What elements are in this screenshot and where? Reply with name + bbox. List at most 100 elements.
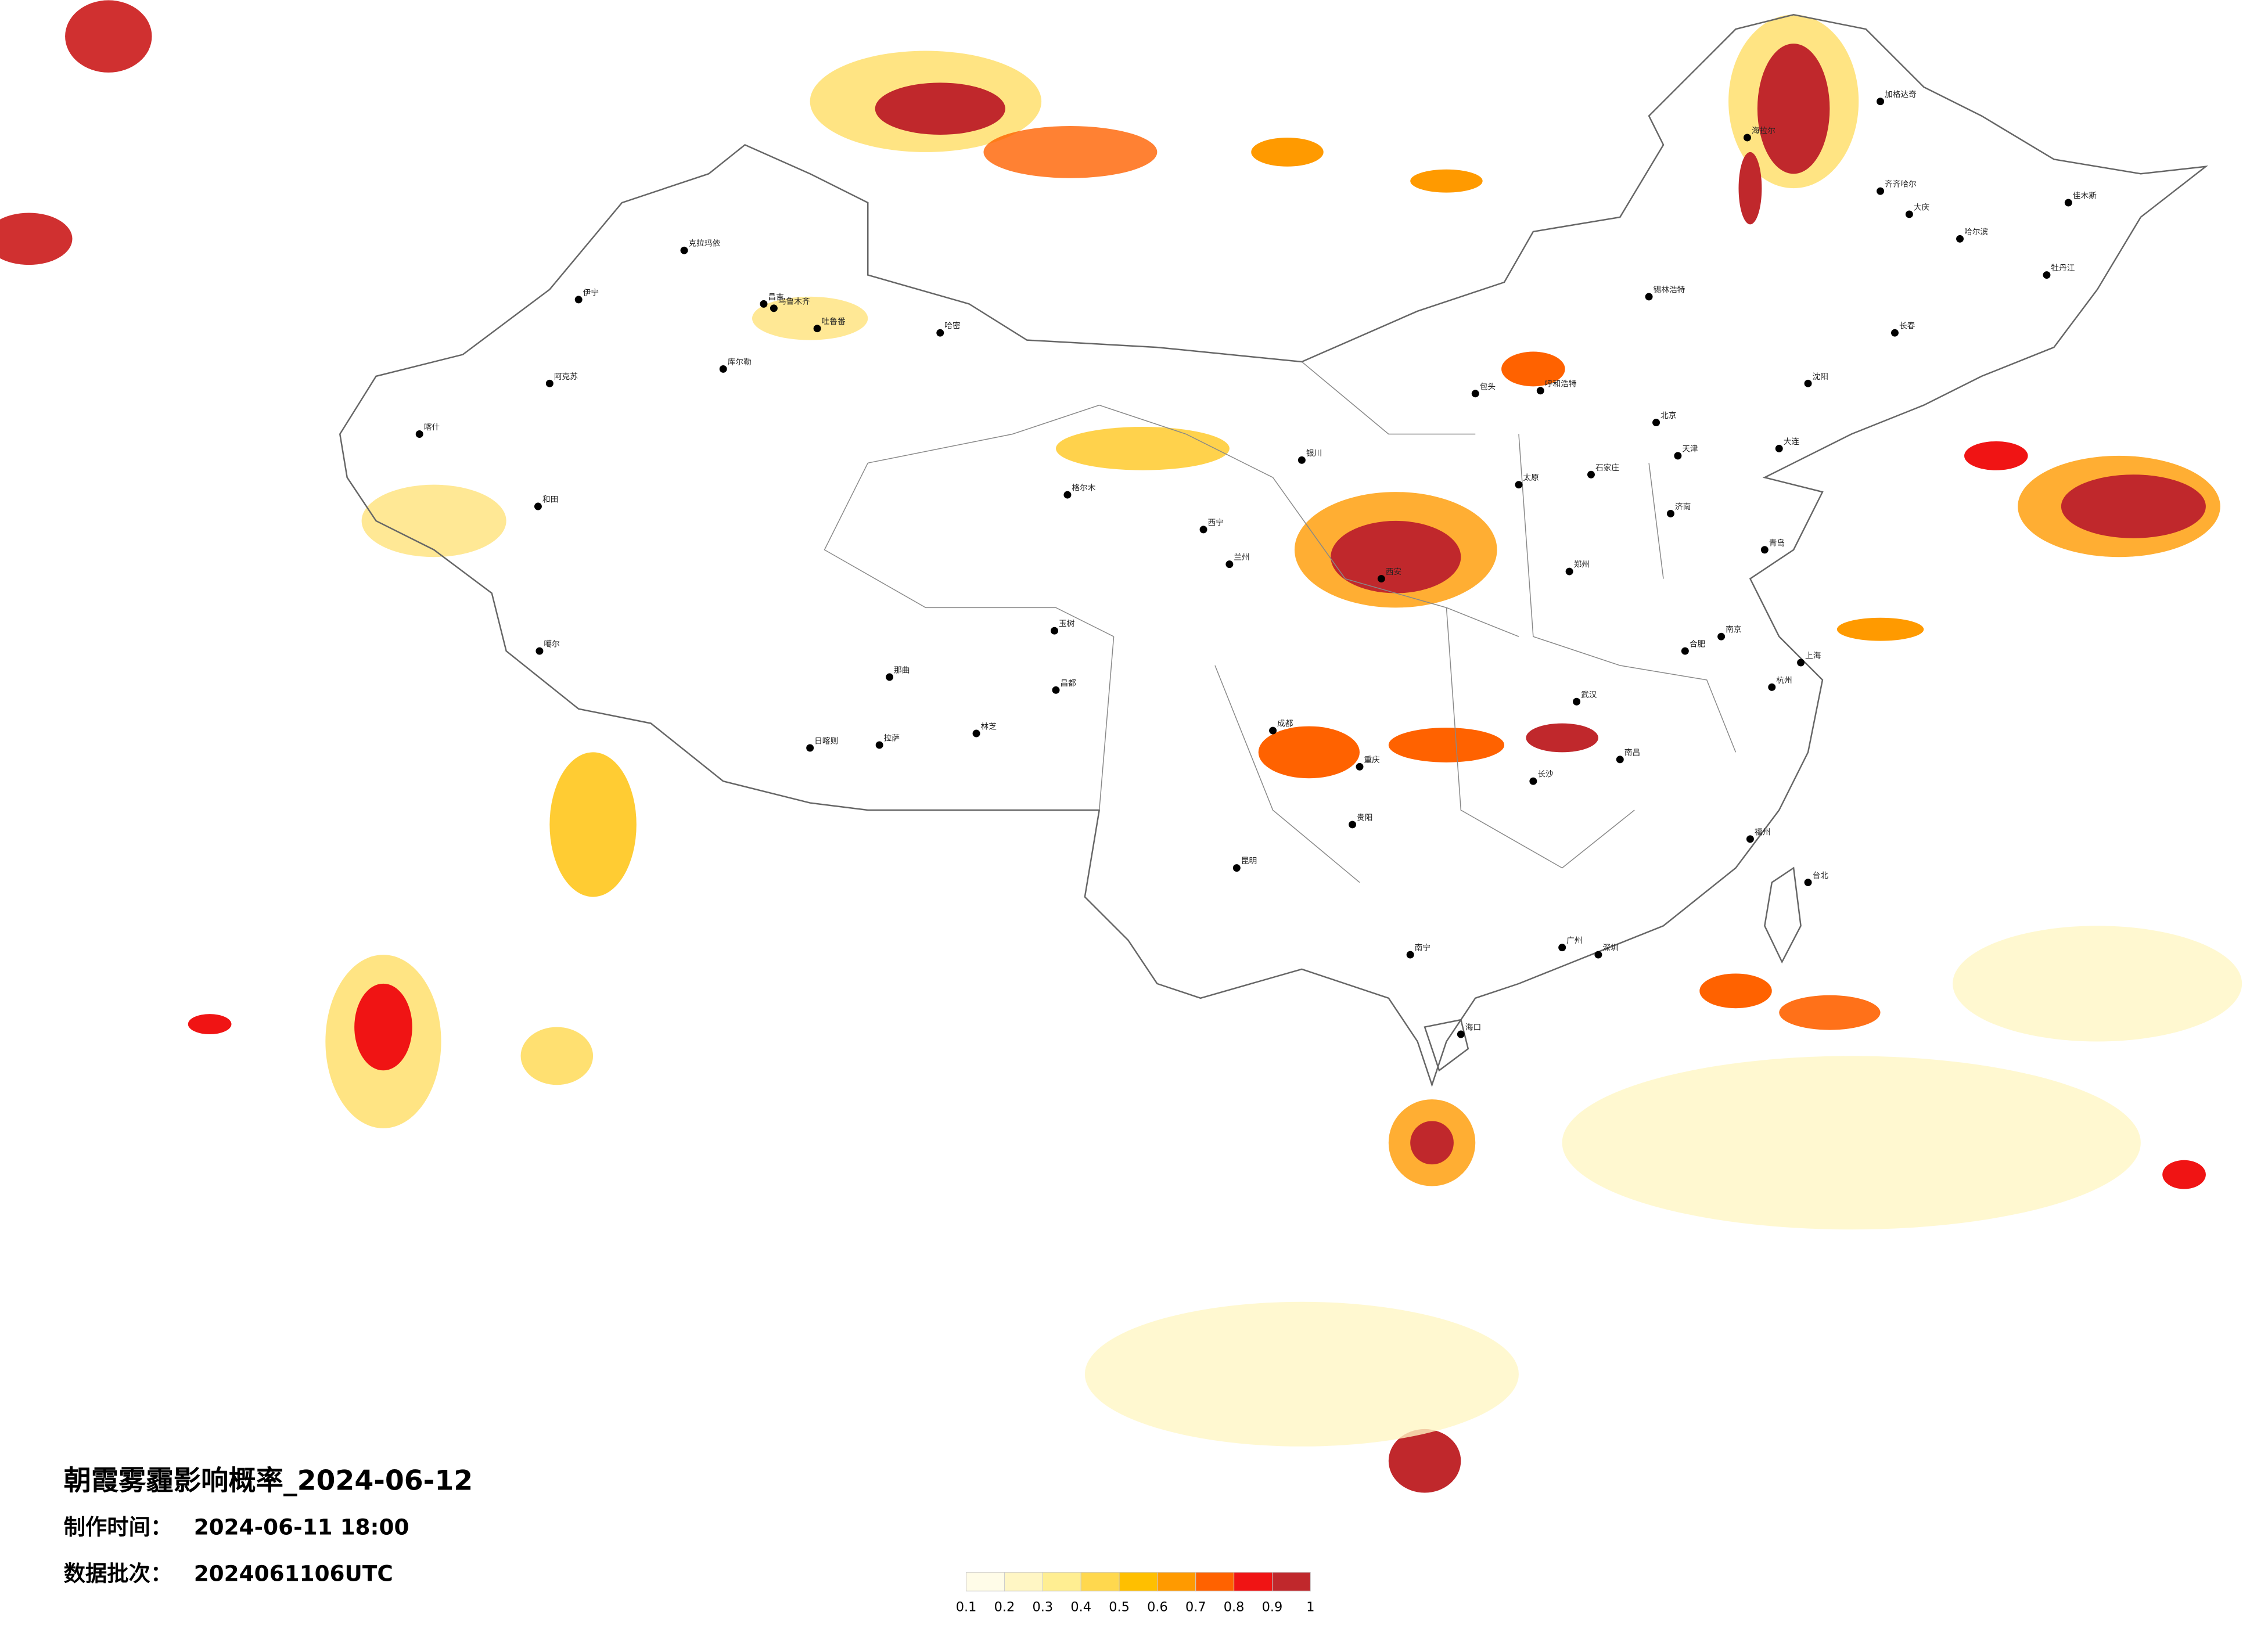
city-dot — [1406, 951, 1414, 959]
legend-tick-label: 0.7 — [1185, 1600, 1206, 1615]
city-dot — [2064, 199, 2072, 207]
city-dot — [1349, 821, 1357, 829]
legend-tick-label: 0.3 — [1033, 1600, 1054, 1615]
city-label: 济南 — [1675, 502, 1691, 512]
city-dot — [1377, 575, 1385, 583]
city-dot — [1356, 762, 1364, 771]
city-label: 广州 — [1566, 936, 1582, 945]
city-label: 噶尔 — [544, 640, 560, 649]
made-time: 2024-06-11 18:00 — [194, 1515, 409, 1540]
legend-tick-label: 1 — [1306, 1600, 1314, 1615]
city-dot — [1681, 647, 1689, 655]
city-label: 玉树 — [1059, 620, 1075, 629]
city-label: 天津 — [1682, 444, 1698, 454]
city-label: 郑州 — [1574, 560, 1590, 570]
city-dot — [1797, 659, 1805, 667]
city-dot — [1529, 777, 1537, 785]
city-dot — [1051, 627, 1059, 635]
city-label: 牡丹江 — [2051, 264, 2075, 273]
city-dot — [1717, 632, 1726, 641]
legend-tick-label: 0.4 — [1070, 1600, 1091, 1615]
country-outline — [339, 14, 2209, 1088]
legend-tick-label: 0.8 — [1224, 1600, 1245, 1615]
city-label: 西安 — [1386, 567, 1401, 577]
city-label: 长沙 — [1537, 770, 1554, 779]
city-label: 南京 — [1726, 625, 1741, 635]
city-label: 海拉尔 — [1752, 126, 1775, 135]
city-dot — [1775, 444, 1783, 452]
city-label: 长春 — [1899, 322, 1915, 331]
city-dot — [1616, 756, 1624, 764]
city-dot — [1760, 546, 1769, 554]
city-label: 太原 — [1523, 473, 1539, 483]
city-label: 合肥 — [1690, 640, 1706, 649]
legend-tick-label: 0.6 — [1147, 1600, 1168, 1615]
city-dot — [1297, 456, 1306, 464]
city-label: 大连 — [1784, 437, 1800, 447]
city-dot — [1594, 951, 1602, 959]
city-dot — [1804, 379, 1812, 387]
city-dot — [1587, 470, 1595, 479]
city-dot — [1905, 210, 1913, 218]
haze-layer — [0, 0, 2242, 1493]
city-dot — [1890, 329, 1899, 337]
city-dot — [936, 329, 944, 337]
made-label: 制作时间： — [64, 1515, 172, 1540]
city-label: 和田 — [542, 495, 558, 505]
city-label: 齐齐哈尔 — [1885, 180, 1917, 189]
city-dot — [1225, 560, 1234, 569]
city-label: 南宁 — [1415, 943, 1430, 953]
city-dot — [1743, 134, 1751, 142]
city-label: 锡林浩特 — [1654, 285, 1685, 294]
legend-swatch — [966, 1571, 1005, 1592]
city-label: 伊宁 — [583, 287, 599, 297]
city-dot — [1666, 510, 1674, 517]
city-label: 哈密 — [944, 321, 961, 331]
legend-swatch — [1080, 1571, 1120, 1592]
city-dot — [1877, 187, 1885, 195]
city-label: 南昌 — [1624, 748, 1640, 757]
legend: 0.1 0.2 0.3 0.4 0.5 0.6 0.7 0.8 0.9 1 — [956, 1571, 1314, 1615]
city-dot — [1457, 1030, 1465, 1038]
city-dot — [1768, 683, 1776, 691]
city-label: 林芝 — [981, 722, 997, 732]
city-dot — [972, 729, 980, 738]
city-dot — [1199, 526, 1207, 534]
city-dot — [1232, 864, 1241, 872]
legend-tick-label: 0.9 — [1262, 1600, 1283, 1615]
city-dot — [1471, 390, 1479, 398]
province-borders — [824, 361, 1737, 883]
city-dot — [806, 744, 814, 752]
city-label: 石家庄 — [1595, 463, 1619, 473]
city-dot — [574, 296, 583, 304]
city-label: 贵阳 — [1357, 813, 1372, 822]
city-dot — [813, 325, 821, 333]
city-dot — [1652, 419, 1660, 427]
map-title: 朝霞雾霾影响概率_2024-06-12 — [64, 1465, 473, 1497]
city-label: 佳木斯 — [2073, 192, 2097, 201]
city-label: 日喀则 — [814, 736, 838, 746]
city-dot — [1645, 293, 1653, 301]
city-label: 海口 — [1465, 1023, 1481, 1033]
city-dot — [545, 379, 553, 387]
city-dot — [1804, 879, 1812, 887]
batch-label: 数据批次： — [64, 1560, 172, 1586]
city-dot — [1536, 387, 1544, 395]
city-dot — [886, 673, 894, 681]
city-label: 银川 — [1306, 449, 1322, 458]
city-dot — [875, 741, 883, 749]
city-label: 青岛 — [1769, 538, 1785, 548]
city-label: 杭州 — [1776, 676, 1792, 685]
city-label: 台北 — [1813, 871, 1829, 880]
city-label: 昌都 — [1060, 679, 1076, 688]
city-label: 上海 — [1805, 652, 1821, 661]
legend-tick-label: 0.2 — [994, 1600, 1015, 1615]
city-dot — [1269, 726, 1277, 735]
city-label: 格尔木 — [1072, 484, 1095, 493]
city-dot — [680, 246, 688, 254]
city-dot — [1515, 481, 1523, 489]
city-label: 喀什 — [424, 423, 440, 432]
city-dot — [415, 430, 423, 438]
city-label: 北京 — [1660, 411, 1676, 420]
